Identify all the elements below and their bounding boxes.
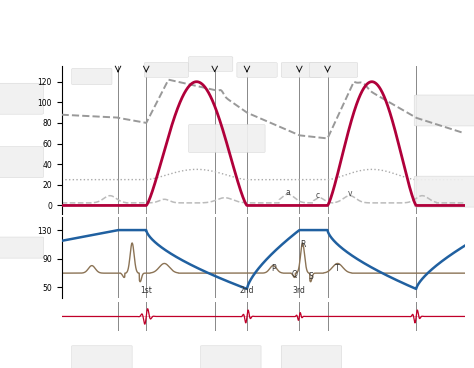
Text: 2nd: 2nd (240, 286, 254, 295)
Text: R: R (300, 240, 305, 249)
FancyBboxPatch shape (0, 237, 44, 258)
FancyBboxPatch shape (310, 63, 358, 77)
FancyBboxPatch shape (237, 63, 277, 77)
Text: v: v (347, 189, 352, 198)
FancyBboxPatch shape (189, 124, 265, 152)
FancyBboxPatch shape (414, 176, 474, 207)
FancyBboxPatch shape (414, 95, 474, 126)
FancyBboxPatch shape (144, 63, 189, 77)
FancyBboxPatch shape (281, 346, 342, 368)
Text: a: a (286, 188, 291, 197)
Text: T: T (335, 264, 340, 273)
FancyBboxPatch shape (281, 63, 321, 77)
Text: 1st: 1st (140, 286, 152, 295)
FancyBboxPatch shape (201, 346, 261, 368)
FancyBboxPatch shape (72, 346, 132, 368)
FancyBboxPatch shape (0, 83, 44, 114)
FancyBboxPatch shape (72, 68, 112, 85)
FancyBboxPatch shape (0, 146, 44, 178)
Text: Q: Q (292, 270, 297, 279)
Text: S: S (308, 272, 313, 280)
Text: c: c (315, 191, 319, 200)
Text: 3rd: 3rd (293, 286, 306, 295)
FancyBboxPatch shape (189, 57, 233, 71)
Text: P: P (271, 264, 275, 273)
